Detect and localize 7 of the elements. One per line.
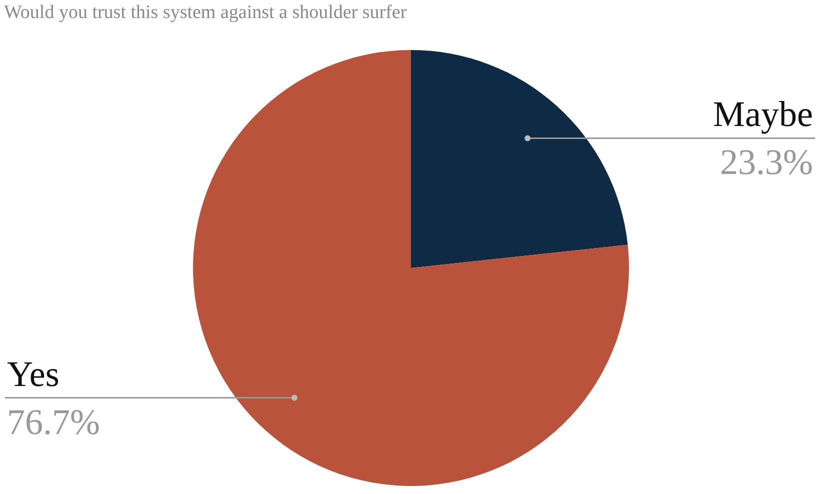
- data-label: 76.7%: [7, 402, 100, 442]
- pie-slice: [193, 50, 629, 486]
- slice-label: Yes: [7, 354, 60, 394]
- slice-label: Maybe: [713, 94, 813, 134]
- pie-slice: [411, 50, 628, 268]
- chart-title: Would you trust this system against a shoulder surfer: [4, 2, 408, 23]
- data-label: 23.3%: [720, 142, 813, 182]
